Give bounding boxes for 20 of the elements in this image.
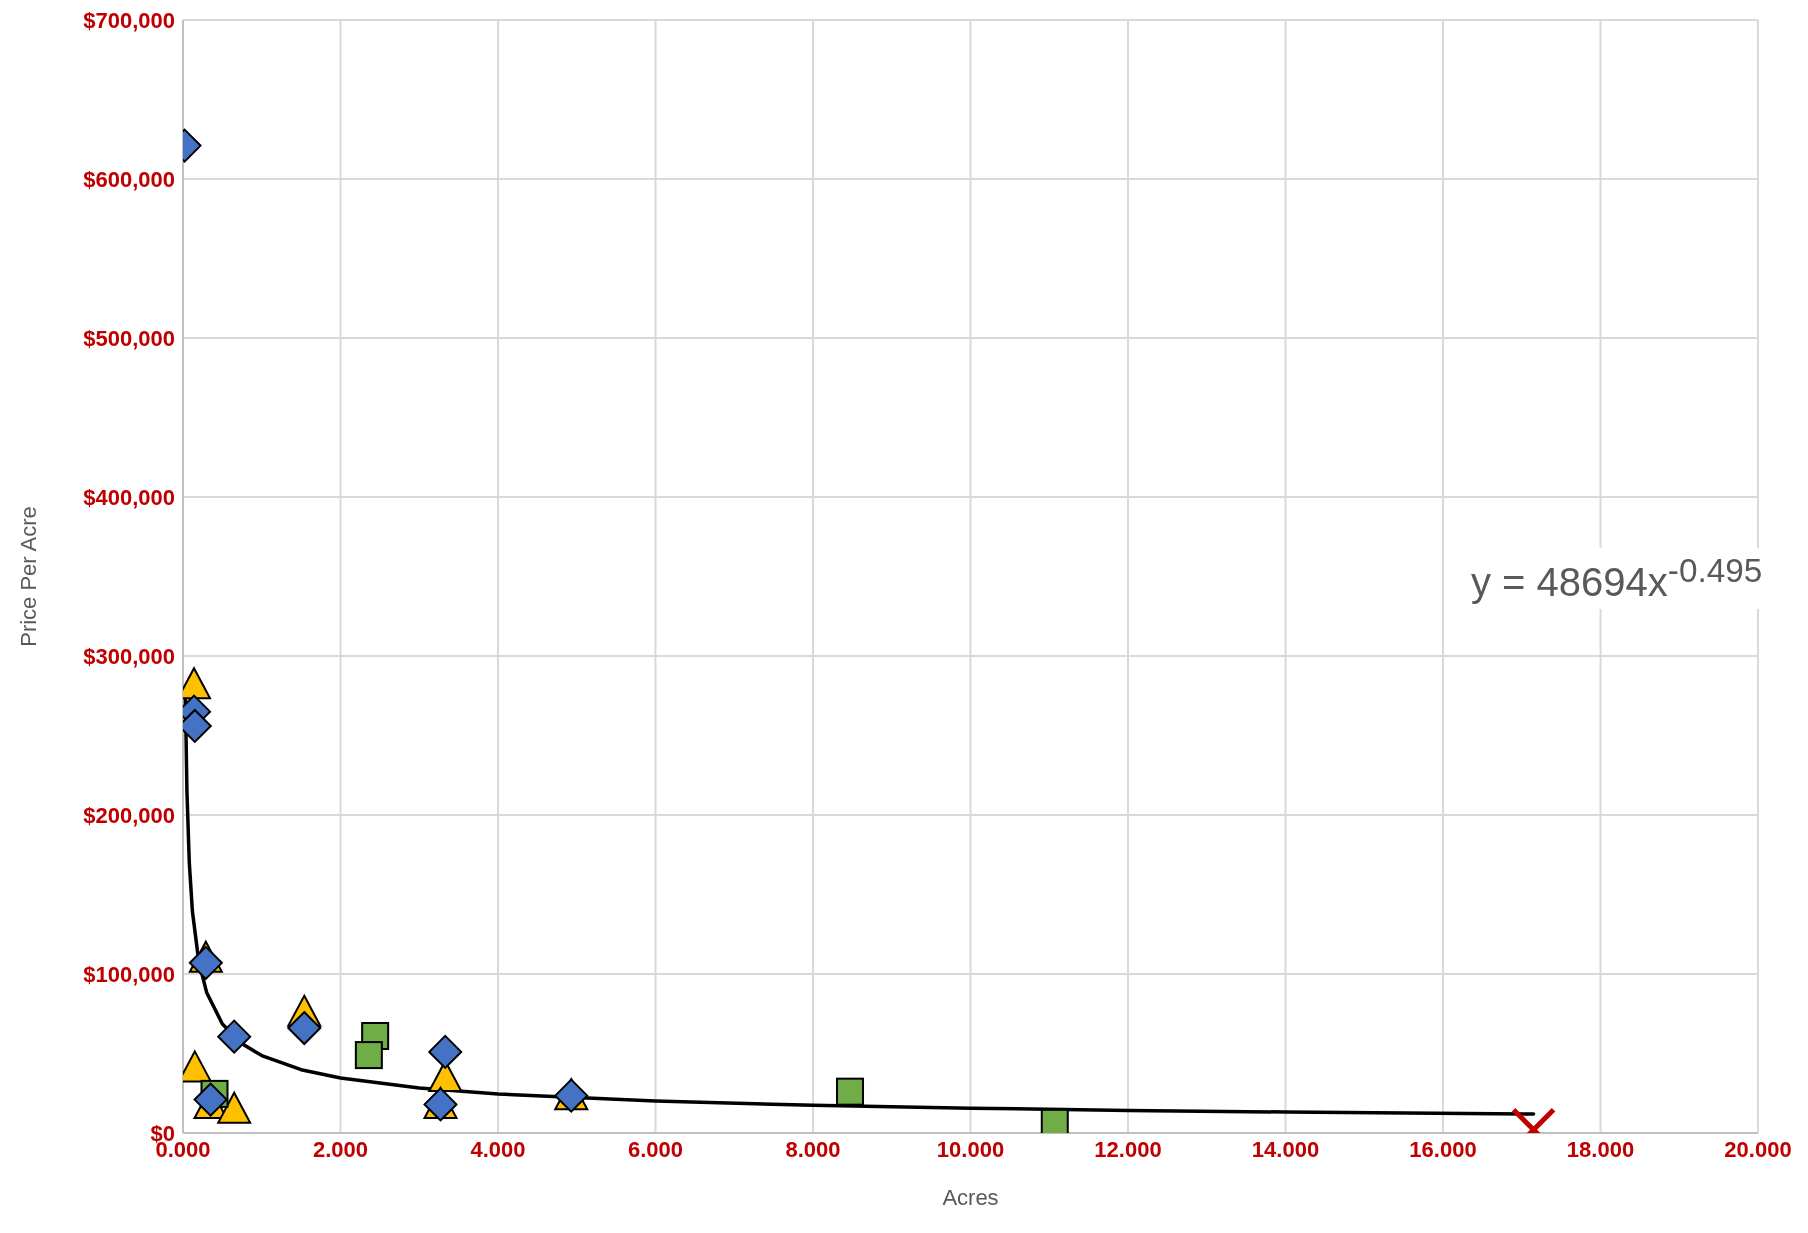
x-tick-label: 4.000 [470,1136,526,1162]
x-tick-label: 14.000 [1251,1136,1320,1162]
y-tick-label: $600,000 [83,166,175,192]
x-tick-label: 20.000 [1724,1136,1792,1162]
x-tick-label: 2.000 [312,1136,369,1162]
y-tick-label: $700,000 [83,7,175,33]
y-tick-label: $400,000 [83,484,175,510]
y-tick-label: $500,000 [83,325,175,351]
x-tick-label: 18.000 [1566,1136,1635,1162]
x-tick-label: 6.000 [627,1136,684,1162]
y-tick-label: $300,000 [83,643,175,669]
y-tick-label: $200,000 [83,802,175,828]
x-tick-label: 12.000 [1094,1136,1162,1162]
y-axis-title: Price Per Acre [15,506,41,647]
x-tick-label: 8.000 [785,1136,841,1162]
x-tick-label: 16.000 [1409,1136,1477,1162]
annotation: y = 48694x$^{-0.495}$ [1463,548,1771,610]
x-tick-label: 10.000 [936,1136,1005,1162]
y-tick-label: $100,000 [83,961,175,987]
x-axis-title: Acres [942,1185,999,1210]
